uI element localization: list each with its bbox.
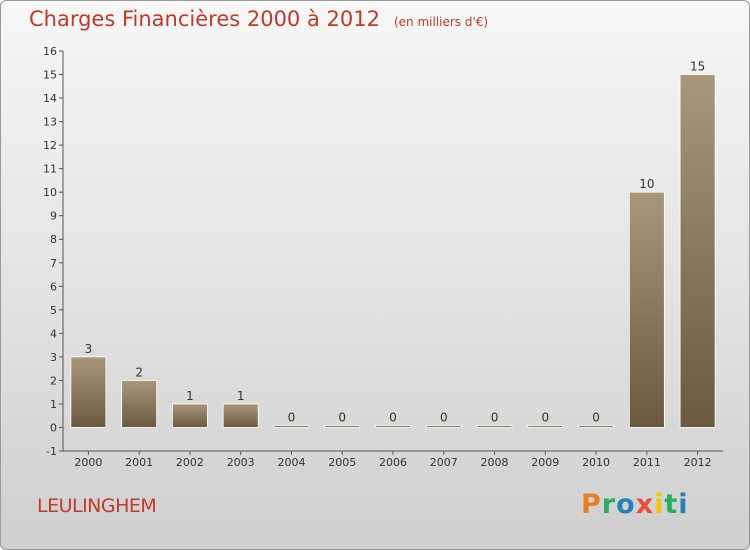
y-tick-label: 13 [43,116,57,129]
data-label: 0 [338,410,346,424]
data-label: 15 [690,60,705,74]
x-tick-label: 2006 [379,456,407,469]
data-label: 10 [639,177,654,191]
data-label: 2 [135,365,143,379]
bar [375,425,411,428]
bar [172,403,208,428]
bar [527,425,564,428]
chart-title-text: Charges Financières 2000 à 2012 [29,7,380,31]
bar [121,380,158,428]
logo-letter: x [635,489,655,520]
y-tick-label: 4 [50,327,57,340]
x-tick-label: 2005 [328,456,356,469]
y-tick-label: 12 [43,139,57,152]
x-tick-label: 2012 [684,456,712,469]
logo-letter: r [601,489,617,520]
chart-title: Charges Financières 2000 à 2012 (en milli… [29,7,488,31]
commune-name: LEULINGHEM [37,495,157,517]
x-tick-label: 2010 [582,456,610,469]
bars [70,74,716,428]
x-tick-label: 2002 [176,456,204,469]
y-tick-label: 3 [50,351,57,364]
bar [222,403,259,428]
y-tick-label: 2 [50,374,57,387]
y-tick-label: 9 [50,210,57,223]
data-label: 1 [237,389,245,403]
x-tick-label: 2008 [481,456,509,469]
logo-letter: i [654,489,665,520]
bar [679,74,716,428]
bar [70,356,107,428]
bar [578,425,614,428]
logo-letter: P [581,489,602,520]
y-tick-label: 0 [50,421,57,434]
data-label: 0 [541,410,549,424]
data-label: 0 [491,410,499,424]
bar [273,425,310,428]
y-tick-label: 8 [50,233,57,246]
data-label: 1 [186,389,194,403]
logo-letter: i [678,489,689,520]
y-tick-label: 11 [43,163,57,176]
y-tick-label: 10 [43,186,57,199]
proxiti-logo: Proxiti [581,489,689,520]
y-tick-label: 1 [50,398,57,411]
data-label: 3 [85,342,93,356]
data-label: 0 [440,410,448,424]
x-tick-label: 2004 [277,456,305,469]
data-label: 0 [592,410,600,424]
y-tick-label: 5 [50,304,57,317]
y-tick-label: 15 [43,69,57,82]
x-tick-label: 2000 [74,456,102,469]
data-label: 0 [389,410,397,424]
data-label: 0 [288,410,296,424]
x-tick-label: 2007 [430,456,458,469]
x-tick-label: 2001 [125,456,153,469]
y-tick-label: 16 [43,45,57,58]
x-tick-label: 2009 [531,456,559,469]
y-tick-label: 6 [50,280,57,293]
chart-subtitle: (en milliers d'€) [393,15,489,29]
logo-letter: o [616,489,636,520]
x-tick-label: 2003 [227,456,255,469]
bar [324,425,361,428]
y-tick-label: 7 [50,257,57,270]
y-tick-label: -1 [46,445,57,458]
bar [628,191,665,428]
y-tick-label: 14 [43,92,57,105]
bar [476,425,513,428]
bar [425,425,462,428]
x-tick-label: 2011 [633,456,661,469]
logo-letter: t [664,489,679,520]
